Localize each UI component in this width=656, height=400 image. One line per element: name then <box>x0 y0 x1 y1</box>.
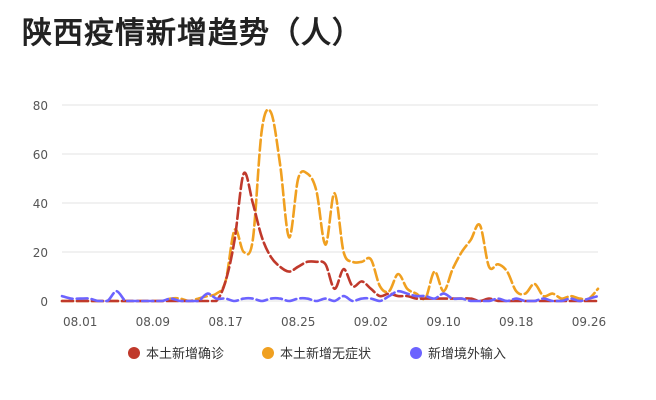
y-tick-label: 0 <box>40 295 48 309</box>
x-tick-label: 09.26 <box>572 315 606 329</box>
y-tick-label: 80 <box>33 99 48 113</box>
legend-marker <box>128 347 140 359</box>
watermark: 头条 @小毛同学吖 <box>506 371 623 387</box>
x-tick-label: 08.17 <box>208 315 242 329</box>
legend-label: 本土新增无症状 <box>280 346 371 362</box>
legend-marker <box>262 347 274 359</box>
legend-label: 新增境外输入 <box>428 346 506 362</box>
series-line <box>60 108 600 303</box>
legend: 本土新增确诊 本土新增无症状 新增境外输入 <box>128 346 506 362</box>
legend-label: 本土新增确诊 <box>146 346 224 362</box>
series-lines <box>60 108 600 303</box>
x-tick-label: 08.01 <box>63 315 97 329</box>
x-tick-label: 09.10 <box>426 315 460 329</box>
x-tick-label: 08.09 <box>136 315 170 329</box>
x-tick-label: 09.02 <box>354 315 388 329</box>
y-tick-label: 40 <box>33 197 48 211</box>
series-line <box>60 171 600 303</box>
series-line <box>60 289 600 303</box>
grid-lines <box>62 104 598 302</box>
x-tick-label: 09.18 <box>499 315 533 329</box>
x-axis-ticks: 08.01 08.09 08.17 08.25 09.02 09.10 09.18 09.26 <box>63 315 606 329</box>
y-tick-label: 60 <box>33 148 48 162</box>
legend-marker <box>410 347 422 359</box>
y-axis-ticks: 0 20 40 60 80 <box>33 99 48 309</box>
y-tick-label: 20 <box>33 246 48 260</box>
x-tick-label: 08.25 <box>281 315 315 329</box>
chart-title: 陕西疫情新增趋势（人） <box>22 16 363 51</box>
